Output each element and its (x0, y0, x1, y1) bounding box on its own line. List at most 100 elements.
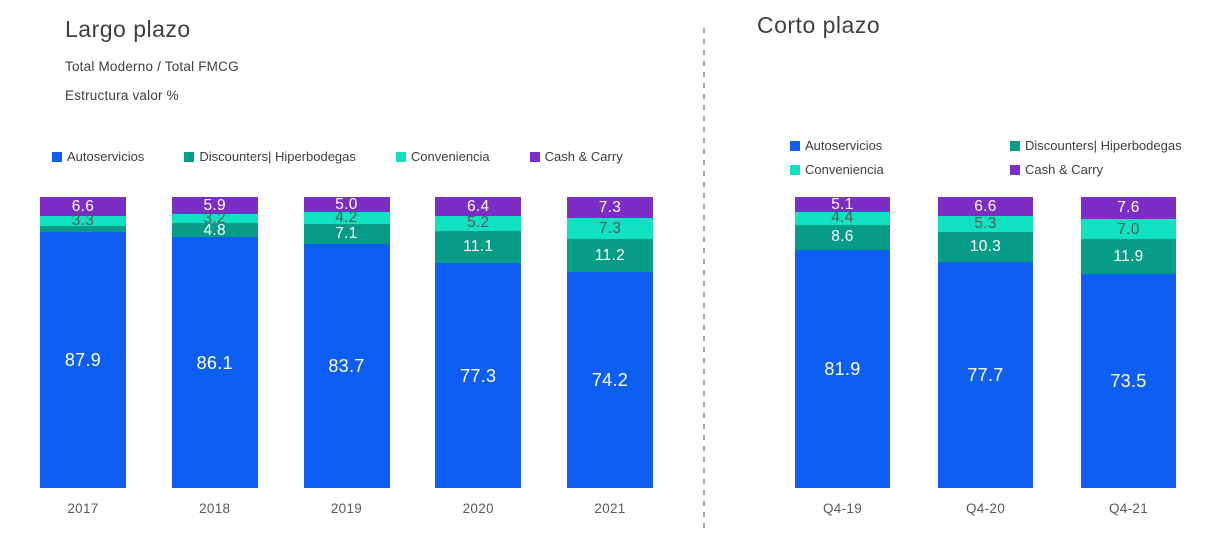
segment-cash-carry: 5.1 (795, 197, 890, 212)
segment-cash-carry: 5.9 (171, 197, 258, 215)
segment-cash-carry: 6.6 (40, 197, 126, 217)
legend-marker (184, 151, 195, 162)
chart-subtitle: Estructura valor % (65, 88, 179, 103)
legend-marker (395, 151, 406, 162)
segment-value-label: 7.0 (1117, 220, 1140, 238)
segment-autoservicios: 87.9 (40, 232, 126, 488)
legend-item-conveniencia: Conveniencia (790, 162, 1010, 177)
legend-label: Conveniencia (410, 149, 490, 164)
legend-label: Cash & Carry (544, 149, 623, 164)
legend-label: Autoservicios (805, 138, 883, 153)
legend-marker (52, 151, 62, 162)
segment-value-label: 6.4 (467, 197, 490, 215)
segment-conveniencia: 5.2 (435, 214, 522, 232)
x-axis-label: 2018 (199, 501, 231, 516)
segment-value-label: 5.1 (831, 195, 854, 213)
bar-column-q4-20: 6.6 5.3 10.3 77.7 Q4-20 (938, 197, 1033, 516)
segment-value-label: 77.3 (460, 365, 497, 386)
legend-item-autoservicios: Autoservicios (52, 149, 144, 164)
segment-conveniencia: 7.3 (567, 218, 653, 240)
segment-autoservicios: 86.1 (171, 237, 258, 488)
legend-label: Discounters| Hiperbodegas (199, 149, 356, 164)
segment-value-label: 7.3 (598, 220, 622, 238)
segment-value-label: 73.5 (1110, 371, 1147, 392)
bar-column-2018: 5.9 3.2 4.8 86.1 2018 (171, 197, 258, 516)
segment-value-label: 4.8 (203, 221, 226, 239)
legend-marker (1010, 164, 1020, 175)
segment-value-label: 74.2 (591, 370, 629, 390)
segment-value-label: 3.2 (203, 210, 226, 228)
segment-value-label: 5.0 (335, 195, 358, 213)
legend-label: Discounters| Hiperbodegas (1025, 138, 1182, 153)
segment-autoservicios: 73.5 (1081, 274, 1176, 488)
plot-area: 6.6 3.3 87.9 2017 5.9 3.2 4.8 86.1 2018 5.0 4.2 7.1… (40, 197, 653, 516)
stacked-bar: 6.6 5.3 10.3 77.7 (938, 197, 1033, 488)
segment-value-label: 6.6 (71, 197, 95, 215)
segment-autoservicios: 74.2 (567, 272, 653, 488)
legend: Autoservicios Discounters| Hiperbodegas Co… (52, 149, 623, 164)
segment-value-label: 81.9 (824, 358, 861, 379)
legend: Autoservicios Discounters| Hiperbodegas Co… (790, 138, 1182, 177)
stacked-bar: 5.1 4.4 8.6 81.9 (795, 197, 890, 488)
segment-value-label: 11.2 (594, 247, 626, 264)
segment-autoservicios: 77.3 (435, 263, 522, 488)
x-axis-label: 2020 (462, 501, 494, 516)
stacked-bar: 7.3 7.3 11.2 74.2 (567, 197, 653, 488)
plot-area: 5.1 4.4 8.6 81.9 Q4-19 6.6 5.3 10.3 77.7 Q4-20 7.6… (795, 197, 1176, 516)
segment-autoservicios: 81.9 (795, 249, 890, 488)
segment-discounters-hiperbodegas: 11.2 (567, 239, 653, 273)
segment-autoservicios: 83.7 (303, 244, 390, 488)
segment-value-label: 7.6 (1117, 199, 1140, 217)
segment-value-label: 87.9 (64, 350, 102, 371)
segment-value-label: 5.2 (467, 214, 490, 232)
segment-value-label: 83.7 (328, 356, 365, 377)
segment-cash-carry: 6.6 (938, 197, 1033, 217)
stacked-bar: 7.6 7.0 11.9 73.5 (1081, 197, 1176, 488)
segment-discounters-hiperbodegas: 11.9 (1081, 239, 1176, 275)
legend-item-conveniencia: Conveniencia (395, 149, 490, 164)
bar-column-2017: 6.6 3.3 87.9 2017 (40, 197, 126, 516)
chart-title: Corto plazo (757, 12, 881, 38)
legend-item-discounters-hiperbodegas: Discounters| Hiperbodegas (184, 149, 356, 164)
legend-marker (1010, 140, 1020, 151)
chart-subtitle: Total Moderno / Total FMCG (65, 59, 239, 74)
segment-conveniencia: 4.2 (303, 210, 390, 225)
segment-cash-carry: 5.0 (303, 195, 390, 213)
stacked-bar: 6.6 3.3 87.9 (40, 197, 126, 488)
x-axis-label: 2021 (594, 501, 626, 516)
legend-marker (790, 164, 800, 175)
segment-conveniencia: 4.4 (795, 209, 890, 227)
segment-conveniencia: 3.3 (40, 212, 126, 230)
segment-value-label: 7.1 (335, 225, 358, 243)
segment-conveniencia: 3.2 (171, 211, 258, 226)
x-axis-label: Q4-21 (1108, 501, 1149, 516)
segment-discounters-hiperbodegas: 11.1 (435, 230, 522, 264)
segment-value-label: 4.4 (831, 209, 854, 227)
segment-cash-carry: 6.4 (435, 197, 522, 216)
segment-value-label: 6.6 (974, 197, 997, 215)
stacked-bar: 5.9 3.2 4.8 86.1 (171, 197, 258, 488)
x-axis-label: 2019 (330, 501, 363, 516)
segment-conveniencia: 7.0 (1081, 219, 1176, 240)
legend-label: Cash & Carry (1025, 162, 1104, 177)
legend-item-cash-carry: Cash & Carry (529, 149, 623, 164)
segment-value-label: 5.3 (974, 215, 997, 233)
segment-value-label: 8.6 (831, 228, 854, 246)
bar-column-2021: 7.3 7.3 11.2 74.2 2021 (567, 197, 653, 516)
segment-autoservicios: 77.7 (938, 261, 1033, 488)
bar-column-q4-21: 7.6 7.0 11.9 73.5 Q4-21 (1081, 197, 1176, 516)
segment-value-label: 3.3 (71, 212, 95, 230)
x-axis-label: 2017 (67, 501, 99, 516)
x-axis-label: Q4-20 (965, 501, 1006, 516)
bar-column-2020: 6.4 5.2 11.1 77.3 2020 (435, 197, 522, 516)
segment-value-label: 11.1 (463, 238, 494, 256)
segment-cash-carry: 7.6 (1081, 197, 1176, 220)
stacked-bar: 6.4 5.2 11.1 77.3 (435, 197, 522, 488)
segment-discounters-hiperbodegas: 10.3 (938, 231, 1033, 262)
segment-value-label: 11.9 (1113, 248, 1144, 266)
section-divider (703, 28, 705, 532)
stacked-bar: 5.0 4.2 7.1 83.7 (303, 195, 390, 488)
segment-value-label: 10.3 (969, 237, 1002, 255)
legend-marker (790, 140, 800, 151)
